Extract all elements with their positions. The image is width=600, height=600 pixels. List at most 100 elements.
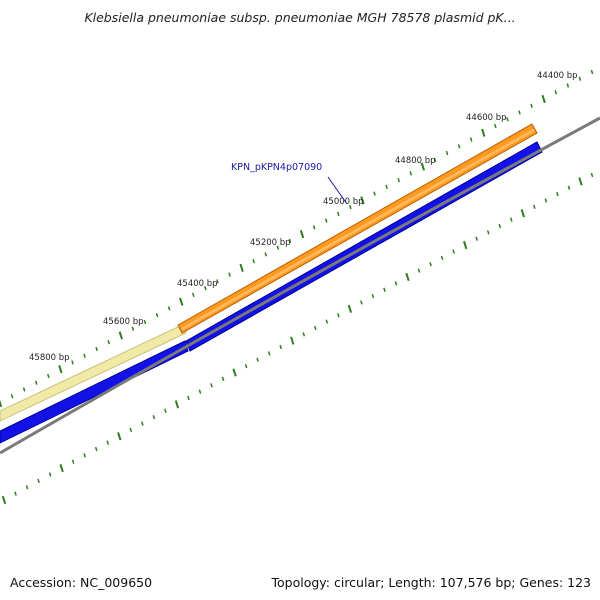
tick-mark [164,408,167,413]
ruler-labels: 44400 bp 44600 bp 44800 bp 45000 bp 45200 bp… [29,71,578,363]
tick-mark [566,83,570,88]
tick-mark [174,400,180,409]
forward-strand [0,123,538,422]
tick-mark [22,387,26,392]
tick-mark [556,191,559,197]
tick-mark [440,255,444,260]
tick-mark [191,292,195,298]
tick-mark [312,225,316,230]
tick-mark [481,128,486,137]
tick-mark [420,162,426,171]
tick-mark [216,279,219,284]
inner-tick-ring [1,172,594,505]
tick-mark [567,185,571,190]
tick-mark [94,446,98,452]
tick-mark [530,103,533,108]
tick-mark [486,230,490,235]
tick-mark [179,297,184,306]
tick-mark [590,172,594,178]
tick-mark [25,485,29,490]
ruler-label: 45200 bp [250,238,291,248]
ruler-label: 44800 bp [395,156,436,166]
tick-mark [578,177,583,186]
tick-mark [518,110,521,115]
tick-mark [324,218,328,223]
tick-mark [429,262,432,267]
tick-mark [463,240,468,250]
tick-mark [14,491,17,496]
tick-mark [349,204,352,210]
tick-mark [373,191,376,196]
gene-reverse-left[interactable] [0,340,189,444]
tick-mark [0,399,3,408]
gene-highlight [181,129,535,330]
tick-mark [336,211,340,216]
tick-mark [131,326,135,331]
tick-mark [279,344,283,350]
tick-mark [155,313,159,318]
tick-mark [143,319,147,325]
tick-mark [187,395,190,401]
tick-mark [83,453,87,458]
tick-mark [141,421,144,426]
tick-mark [152,415,156,420]
tick-mark [433,157,437,162]
tick-mark [59,464,64,473]
tick-mark [95,346,98,352]
ruler-label: 45000 bp [323,197,364,207]
tick-mark [71,459,75,464]
tick-mark [1,495,7,505]
tick-mark [204,286,207,291]
tick-mark [107,340,111,345]
tick-mark [117,432,122,441]
tick-mark [228,272,231,277]
tick-mark [371,293,375,299]
tick-mark [210,383,213,388]
tick-mark [409,171,413,176]
tick-mark [256,357,259,362]
tick-mark [325,319,329,324]
tick-mark [498,223,502,229]
tick-mark [541,94,546,104]
tick-mark [267,351,271,356]
tick-mark [554,90,558,95]
tick-mark [506,117,509,122]
tick-mark [360,196,365,205]
tick-mark [452,249,455,254]
tick-mark [299,230,305,239]
tick-mark [383,287,386,292]
tick-mark [494,123,497,129]
tick-mark [232,368,237,377]
reverse-strand [0,141,543,444]
map-title: Klebsiella pneumoniae subsp. pneumoniae … [84,10,516,25]
topology-text: Topology: circular; Length: 107,576 bp; … [271,575,592,590]
gene-label[interactable]: KPN_pKPN4p07090 [231,162,322,173]
tick-mark [347,304,353,313]
tick-mark [167,306,171,311]
ruler-label: 44400 bp [537,71,578,81]
tick-mark [385,184,388,189]
ruler-label: 45400 bp [177,279,218,289]
tick-mark [417,268,421,273]
tick-mark [71,360,74,365]
tick-mark [445,150,449,156]
tick-mark [288,238,292,244]
tick-mark [590,69,594,75]
tick-mark [83,353,86,358]
ruler-label: 45600 bp [103,317,144,327]
outer-tick-ring [0,69,594,408]
tick-mark [129,427,133,433]
tick-mark [118,331,123,340]
tick-mark [106,440,110,445]
tick-mark [252,259,256,264]
tick-mark [276,245,280,250]
gene-other-forward[interactable] [0,324,187,422]
tick-mark [397,177,401,183]
tick-mark [544,198,548,203]
tick-mark [239,263,244,272]
tick-mark [37,478,40,484]
tick-mark [533,204,536,209]
tick-mark [48,472,52,477]
tick-mark [509,217,513,222]
